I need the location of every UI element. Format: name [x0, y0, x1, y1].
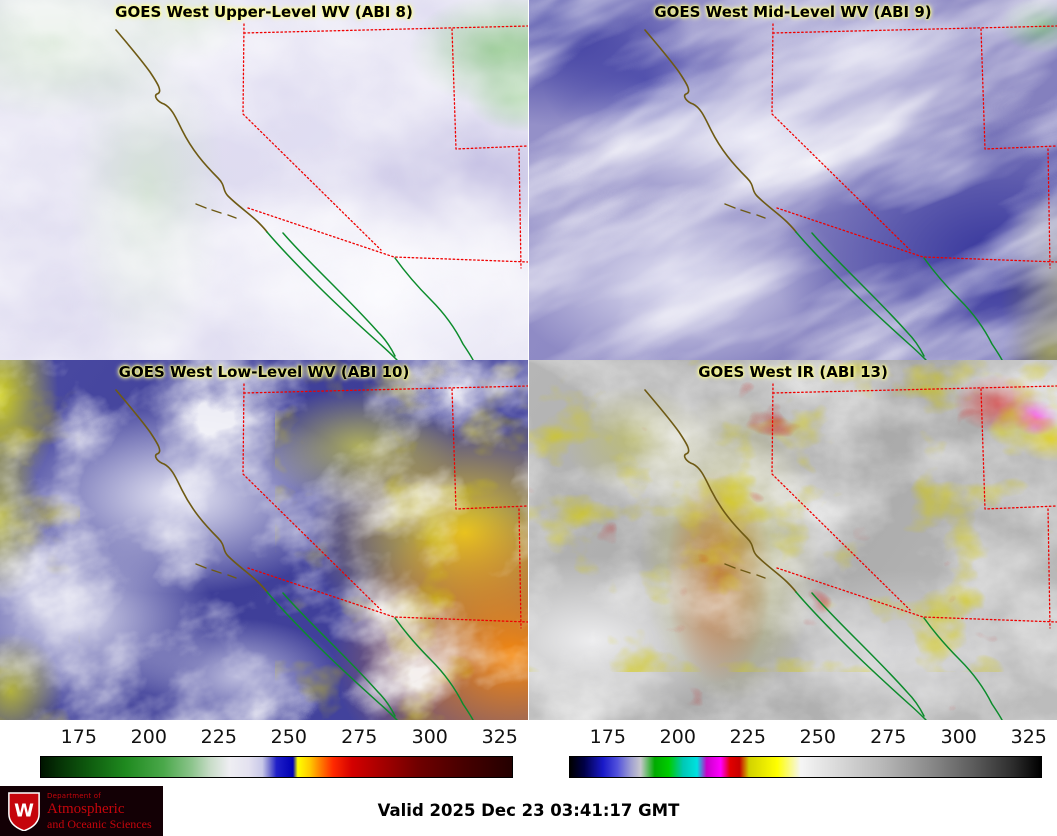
tick-label: 175 [589, 726, 626, 748]
panel-ir: GOES West IR (ABI 13) [529, 360, 1057, 720]
tick-label: 325 [1010, 726, 1047, 748]
panel-upper-level-wv: GOES West Upper-Level WV (ABI 8) [0, 0, 528, 360]
panel-title: GOES West IR (ABI 13) [698, 363, 888, 381]
map-overlay [644, 23, 1057, 360]
tick-label: 250 [270, 726, 307, 748]
tick-label: 225 [200, 726, 237, 748]
logo-line-2: and Oceanic Sciences [47, 816, 152, 831]
map-overlay [644, 383, 1057, 720]
footer: W Department of Atmospheric and Oceanic … [0, 786, 1057, 836]
ir-colorbar-ticks: 175 200 225 250 275 300 325 [569, 726, 1047, 750]
panel-grid: GOES West Upper-Level WV (ABI 8) GOES We… [0, 0, 1057, 720]
crest-letter: W [14, 801, 34, 822]
logo-dept-line: Department of [47, 791, 101, 800]
cloud-texture [529, 0, 1057, 360]
valid-time: Valid 2025 Dec 23 03:41:17 GMT [377, 801, 680, 820]
tick-label: 275 [870, 726, 907, 748]
map-overlay [115, 23, 528, 360]
panel-mid-level-wv: GOES West Mid-Level WV (ABI 9) [529, 0, 1057, 360]
uw-crest-icon: W [8, 792, 40, 831]
tick-label: 250 [799, 726, 836, 748]
panel-title: GOES West Mid-Level WV (ABI 9) [654, 3, 932, 21]
map-overlay [115, 383, 528, 720]
tick-label: 200 [659, 726, 696, 748]
ir-colorbar-gradient [569, 756, 1042, 778]
tick-label: 275 [341, 726, 378, 748]
panel-title: GOES West Upper-Level WV (ABI 8) [115, 3, 413, 21]
tick-label: 200 [130, 726, 167, 748]
panel-title: GOES West Low-Level WV (ABI 10) [118, 363, 410, 381]
tick-label: 325 [481, 726, 518, 748]
tick-label: 175 [60, 726, 97, 748]
logo-line-1: Atmospheric [47, 800, 125, 817]
cloud-texture [0, 0, 528, 360]
wv-colorbar: 175 200 225 250 275 300 325 [0, 720, 528, 786]
colorbar-row: 175 200 225 250 275 300 325 175 200 225 … [0, 720, 1057, 786]
wv-colorbar-ticks: 175 200 225 250 275 300 325 [40, 726, 518, 750]
cloud-texture [529, 360, 1057, 720]
wv-colorbar-gradient [40, 756, 513, 778]
tick-label: 300 [940, 726, 977, 748]
tick-label: 300 [411, 726, 448, 748]
panel-low-level-wv: GOES West Low-Level WV (ABI 10) [0, 360, 528, 720]
tick-label: 225 [729, 726, 766, 748]
logo-text: Department of Atmospheric and Oceanic Sc… [47, 792, 152, 831]
ir-colorbar: 175 200 225 250 275 300 325 [529, 720, 1057, 786]
uw-aos-logo: W Department of Atmospheric and Oceanic … [0, 786, 163, 836]
